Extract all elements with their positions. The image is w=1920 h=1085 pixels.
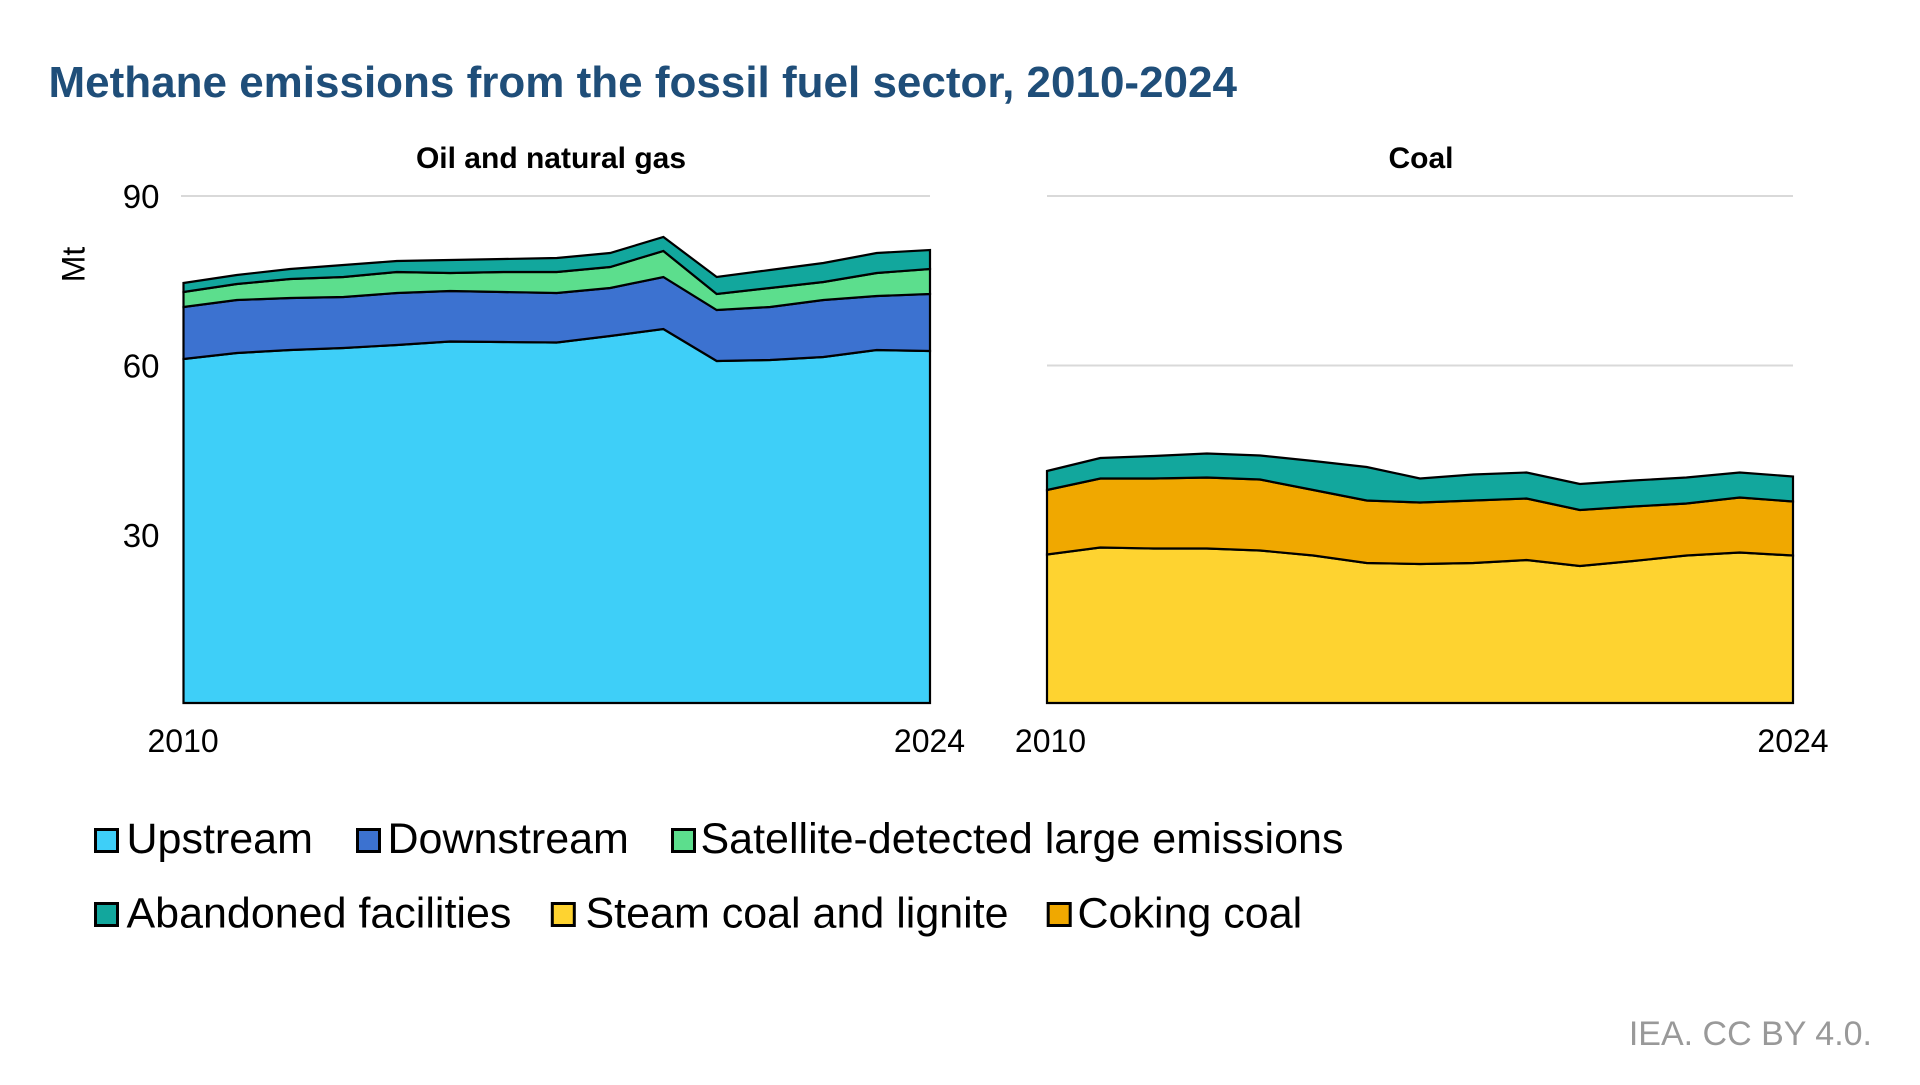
svg-text:2024: 2024	[894, 723, 965, 759]
svg-text:Coking coal: Coking coal	[1078, 890, 1303, 938]
svg-text:Steam coal and lignite: Steam coal and lignite	[586, 890, 1009, 938]
svg-text:Abandoned facilities: Abandoned facilities	[127, 890, 512, 938]
svg-text:2010: 2010	[148, 723, 219, 759]
svg-text:60: 60	[123, 348, 160, 385]
svg-text:Oil and natural gas: Oil and natural gas	[416, 142, 686, 175]
svg-text:90: 90	[123, 178, 160, 215]
svg-text:Satellite-detected large emiss: Satellite-detected large emissions	[701, 815, 1344, 863]
svg-text:IEA. CC BY 4.0.: IEA. CC BY 4.0.	[1629, 1015, 1872, 1053]
svg-text:Downstream: Downstream	[388, 815, 629, 863]
svg-text:Methane emissions from the fos: Methane emissions from the fossil fuel s…	[49, 58, 1238, 107]
svg-text:Coal: Coal	[1388, 142, 1453, 175]
svg-text:Upstream: Upstream	[127, 815, 313, 863]
svg-text:2024: 2024	[1757, 723, 1828, 759]
svg-text:30: 30	[123, 517, 160, 554]
svg-text:2010: 2010	[1015, 723, 1086, 759]
svg-text:Mt: Mt	[56, 247, 92, 283]
